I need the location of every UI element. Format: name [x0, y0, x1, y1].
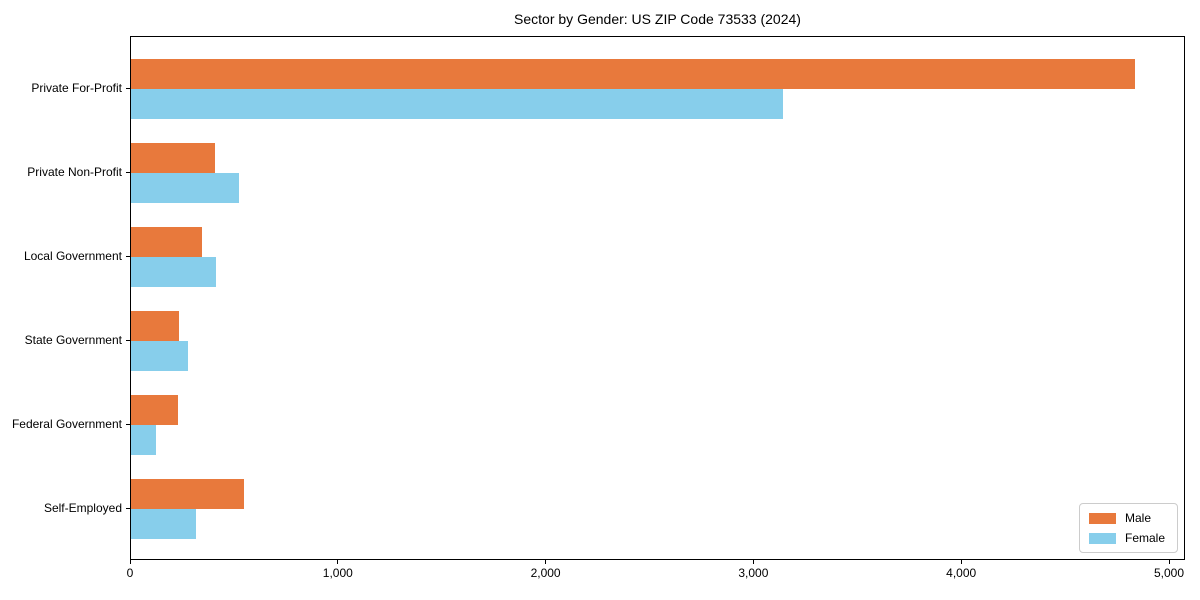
- legend: Male Female: [1078, 503, 1178, 553]
- legend-item-female: Female: [1088, 531, 1165, 545]
- y-axis-tick-mark: [126, 508, 130, 509]
- legend-label-male: Male: [1124, 511, 1151, 525]
- plot-area: Male Female: [130, 36, 1185, 560]
- x-axis-tick-label: 2,000: [530, 566, 561, 580]
- x-axis-tick-mark: [545, 560, 547, 564]
- bar-female-local-government: [131, 257, 216, 287]
- legend-swatch-male-icon: [1088, 512, 1116, 524]
- x-axis-tick-label: 1,000: [322, 566, 353, 580]
- x-axis-tick-mark: [337, 560, 339, 564]
- bar-female-self-employed: [131, 509, 196, 539]
- bar-male-state-government: [131, 311, 179, 341]
- x-axis-tick-label: 4,000: [946, 566, 977, 580]
- bar-male-private-non-profit: [131, 143, 215, 173]
- x-axis-tick-mark: [960, 560, 962, 564]
- x-axis-tick-label: 3,000: [738, 566, 769, 580]
- x-axis-tick-label: 5,000: [1153, 566, 1185, 580]
- x-axis-tick-mark: [752, 560, 754, 564]
- bar-male-federal-government: [131, 395, 178, 425]
- bar-male-local-government: [131, 227, 202, 257]
- legend-item-male: Male: [1088, 511, 1165, 525]
- x-axis-tick-mark: [129, 560, 131, 564]
- bar-female-private-non-profit: [131, 173, 239, 203]
- legend-label-female: Female: [1124, 531, 1165, 545]
- y-axis-category-label: State Government: [24, 333, 122, 347]
- y-axis-category-label: Self-Employed: [43, 501, 122, 515]
- y-axis-category-label: Private Non-Profit: [27, 165, 122, 179]
- y-axis-category-label: Federal Government: [11, 417, 122, 431]
- bar-female-private-for-profit: [131, 89, 783, 119]
- bar-female-state-government: [131, 341, 188, 371]
- chart-title: Sector by Gender: US ZIP Code 73533 (202…: [514, 11, 801, 27]
- x-axis-tick-label: 0: [126, 566, 134, 580]
- y-axis-tick-mark: [126, 340, 130, 341]
- bar-female-federal-government: [131, 425, 156, 455]
- legend-swatch-female-icon: [1088, 532, 1116, 544]
- y-axis-tick-mark: [126, 256, 130, 257]
- bar-male-self-employed: [131, 479, 244, 509]
- bar-male-private-for-profit: [131, 59, 1135, 89]
- y-axis-category-label: Private For-Profit: [31, 81, 122, 95]
- y-axis-tick-mark: [126, 88, 130, 89]
- y-axis-tick-mark: [126, 424, 130, 425]
- y-axis-tick-mark: [126, 172, 130, 173]
- y-axis-category-label: Local Government: [23, 249, 122, 263]
- x-axis-tick-mark: [1168, 560, 1170, 564]
